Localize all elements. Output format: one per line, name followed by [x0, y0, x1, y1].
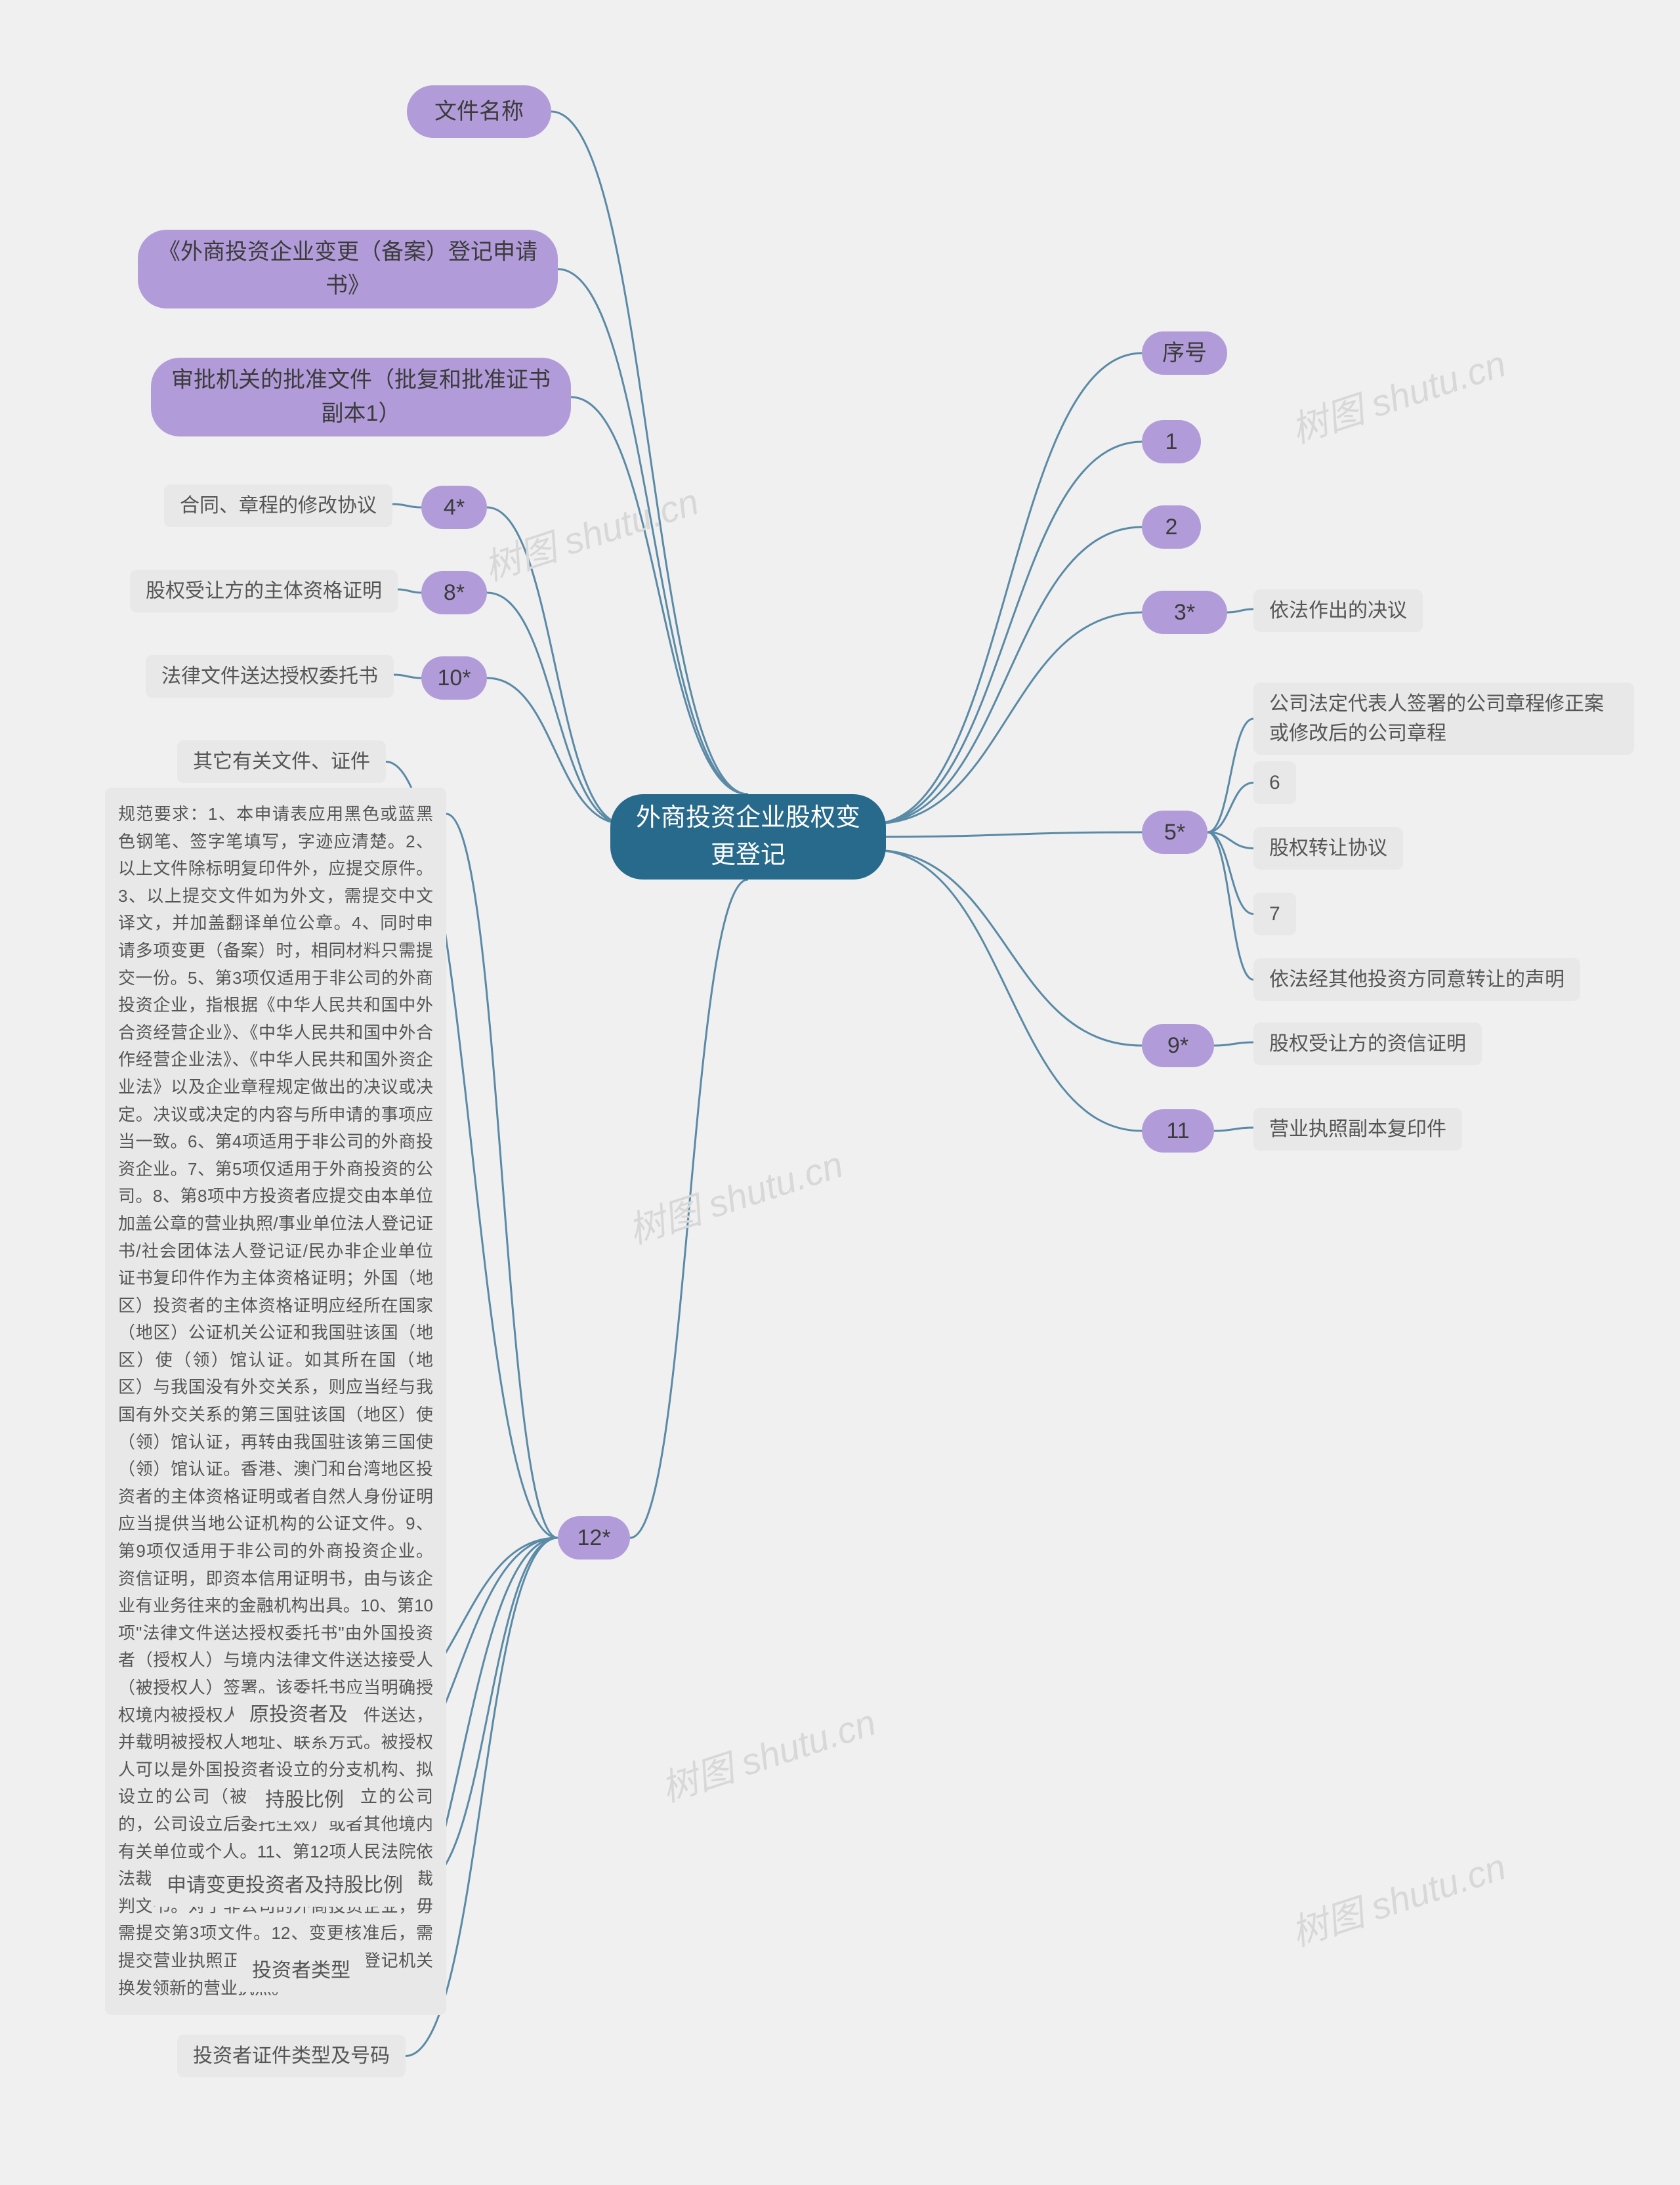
leaf-longtext: 规范要求：1、本申请表应用黑色或蓝黑色钢笔、签字笔填写，字迹应清楚。2、以上文件…	[105, 788, 446, 2015]
node-s4[interactable]: 4*	[421, 486, 487, 529]
category-p3[interactable]: 审批机关的批准文件（批复和批准证书副本1）	[151, 358, 571, 436]
node-rxh[interactable]: 序号	[1142, 331, 1227, 375]
leaf-c12e[interactable]: 申请变更投资者及持股比例	[151, 1864, 419, 1907]
watermark: 树图 shutu.cn	[1284, 335, 1512, 454]
leaf-c12a[interactable]: 其它有关文件、证件	[177, 740, 386, 783]
leaf-r5c1[interactable]: 6	[1253, 761, 1296, 804]
watermark: 树图 shutu.cn	[621, 1135, 849, 1255]
node-n12[interactable]: 12*	[558, 1516, 630, 1559]
leaf-c12d[interactable]: 持股比例	[249, 1779, 360, 1821]
node-r9[interactable]: 9*	[1142, 1024, 1214, 1067]
watermark: 树图 shutu.cn	[1284, 1838, 1512, 1957]
node-s8[interactable]: 8*	[421, 571, 487, 614]
node-r2[interactable]: 2	[1142, 505, 1201, 549]
leaf-c12g[interactable]: 投资者证件类型及号码	[177, 2035, 406, 2077]
watermark: 树图 shutu.cn	[476, 473, 705, 592]
leaf-c12c[interactable]: 原投资者及	[234, 1693, 364, 1736]
leaf-r5c0[interactable]: 公司法定代表人签署的公司章程修正案或修改后的公司章程	[1253, 683, 1634, 755]
category-p1[interactable]: 文件名称	[407, 85, 551, 138]
node-r5[interactable]: 5*	[1142, 811, 1208, 854]
leaf-r9[interactable]: 股权受让方的资信证明	[1253, 1023, 1482, 1065]
leaf-r5c3[interactable]: 7	[1253, 893, 1296, 935]
leaf-s10[interactable]: 法律文件送达授权委托书	[146, 655, 394, 698]
leaf-c12f[interactable]: 投资者类型	[236, 1949, 366, 1992]
leaf-r5c4[interactable]: 依法经其他投资方同意转让的声明	[1253, 958, 1580, 1001]
category-p2[interactable]: 《外商投资企业变更（备案）登记申请书》	[138, 230, 558, 308]
node-s10[interactable]: 10*	[421, 656, 487, 700]
leaf-r11[interactable]: 营业执照副本复印件	[1253, 1108, 1462, 1151]
leaf-r5c2[interactable]: 股权转让协议	[1253, 827, 1403, 870]
leaf-s4[interactable]: 合同、章程的修改协议	[164, 484, 392, 527]
root-node[interactable]: 外商投资企业股权变更登记	[610, 794, 886, 880]
leaf-s8[interactable]: 股权受让方的主体资格证明	[130, 570, 398, 612]
node-r11[interactable]: 11	[1142, 1109, 1214, 1153]
node-r3[interactable]: 3*	[1142, 591, 1227, 634]
node-r1[interactable]: 1	[1142, 420, 1201, 463]
leaf-r3[interactable]: 依法作出的决议	[1253, 589, 1423, 632]
watermark: 树图 shutu.cn	[654, 1693, 882, 1813]
mindmap-canvas: 树图 shutu.cn 树图 shutu.cn 树图 shutu.cn 树图 shut…	[0, 0, 1680, 2185]
